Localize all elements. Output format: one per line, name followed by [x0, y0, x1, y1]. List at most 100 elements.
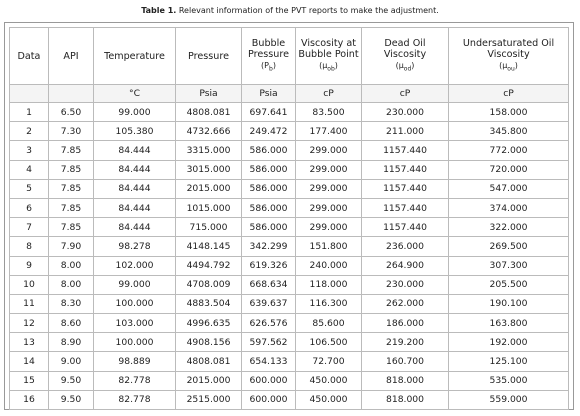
data-cell: 720.000: [448, 159, 569, 180]
data-cell: 14: [9, 351, 49, 372]
data-cell: 12: [9, 313, 49, 334]
units-row: °C Psia Psia cP cP cP: [9, 84, 569, 103]
data-cell: 3: [9, 140, 49, 161]
data-cell: 177.400: [295, 121, 362, 142]
data-cell: 4908.156: [175, 332, 242, 353]
data-cell: 100.000: [93, 332, 176, 353]
symbol-open: (μ: [319, 60, 328, 70]
column-header: Pressure: [175, 27, 242, 85]
data-row: 3 7.85 84.444 3315.000 586.000 299.000 1157.44…: [9, 140, 569, 161]
header-text: Data: [17, 50, 41, 62]
data-cell: 106.500: [295, 332, 362, 353]
data-cell: 818.000: [361, 370, 449, 391]
data-cell: 1157.440: [361, 140, 449, 161]
data-cell: 151.800: [295, 236, 362, 257]
table-head: Data API Temperature Pressure Bubble Pressur…: [9, 27, 569, 103]
data-cell: 299.000: [295, 159, 362, 180]
data-cell: 4708.009: [175, 274, 242, 295]
data-cell: 249.472: [241, 121, 296, 142]
data-cell: 102.000: [93, 255, 176, 276]
data-cell: 559.000: [448, 389, 569, 411]
data-cell: 82.778: [93, 389, 176, 411]
data-cell: 240.000: [295, 255, 362, 276]
data-cell: 72.700: [295, 351, 362, 372]
data-row: 1 6.50 99.000 4808.081 697.641 83.500 230.000 1…: [9, 101, 569, 123]
data-cell: 342.299: [241, 236, 296, 257]
table-caption: Table 1. Relevant information of the PVT…: [0, 6, 580, 15]
data-cell: 7.85: [48, 178, 94, 199]
data-cell: 236.000: [361, 236, 449, 257]
data-cell: 586.000: [241, 217, 296, 238]
header-symbol: (μob): [296, 60, 361, 75]
data-cell: 1157.440: [361, 178, 449, 199]
data-cell: 205.500: [448, 274, 569, 295]
data-row: 16 9.50 82.778 2515.000 600.000 450.000 818.00…: [9, 389, 569, 411]
data-cell: 818.000: [361, 389, 449, 411]
data-cell: 264.900: [361, 255, 449, 276]
data-cell: 186.000: [361, 313, 449, 334]
data-cell: 269.500: [448, 236, 569, 257]
data-cell: 163.800: [448, 313, 569, 334]
data-cell: 597.562: [241, 332, 296, 353]
data-cell: 84.444: [93, 197, 176, 219]
header-symbol: (μod): [362, 60, 448, 75]
data-cell: 586.000: [241, 197, 296, 219]
header-symbol: (μou): [449, 60, 568, 75]
data-cell: 450.000: [295, 370, 362, 391]
data-cell: 230.000: [361, 101, 449, 123]
data-cell: 4148.145: [175, 236, 242, 257]
data-cell: 8.60: [48, 313, 94, 334]
data-cell: 99.000: [93, 274, 176, 295]
data-cell: 103.000: [93, 313, 176, 334]
data-row: 10 8.00 99.000 4708.009 668.634 118.000 230.00…: [9, 274, 569, 295]
data-cell: 230.000: [361, 274, 449, 295]
data-cell: 8.30: [48, 293, 94, 315]
symbol-sub: ou: [507, 65, 515, 73]
data-row: 9 8.00 102.000 4494.792 619.326 240.000 264.90…: [9, 255, 569, 276]
data-cell: 626.576: [241, 313, 296, 334]
data-cell: 83.500: [295, 101, 362, 123]
data-cell: 9.00: [48, 351, 94, 372]
data-cell: 299.000: [295, 197, 362, 219]
data-cell: 299.000: [295, 140, 362, 161]
data-cell: 99.000: [93, 101, 176, 123]
table-body: 1 6.50 99.000 4808.081 697.641 83.500 230.000 1…: [9, 101, 569, 411]
data-cell: 619.326: [241, 255, 296, 276]
header-text: Temperature: [104, 50, 165, 62]
data-cell: 4996.635: [175, 313, 242, 334]
data-cell: 7.85: [48, 140, 94, 161]
data-cell: 299.000: [295, 178, 362, 199]
data-cell: 84.444: [93, 159, 176, 180]
data-cell: 8: [9, 236, 49, 257]
symbol-close: ): [272, 60, 276, 70]
data-cell: 1015.000: [175, 197, 242, 219]
data-cell: 98.278: [93, 236, 176, 257]
data-cell: 125.100: [448, 351, 569, 372]
data-cell: 3015.000: [175, 159, 242, 180]
data-cell: 1157.440: [361, 159, 449, 180]
data-cell: 668.634: [241, 274, 296, 295]
data-cell: 307.300: [448, 255, 569, 276]
data-cell: 322.000: [448, 217, 569, 238]
symbol-close: ): [411, 60, 415, 70]
data-cell: 1157.440: [361, 217, 449, 238]
symbol-sub: ob: [327, 65, 335, 73]
column-header: Viscosity at Bubble Point (μob): [295, 27, 362, 85]
data-row: 13 8.90 100.000 4908.156 597.562 106.500 219.2…: [9, 332, 569, 353]
data-row: 6 7.85 84.444 1015.000 586.000 299.000 1157.44…: [9, 197, 569, 219]
symbol-open: (μ: [499, 60, 508, 70]
data-cell: 2015.000: [175, 370, 242, 391]
data-cell: 9.50: [48, 370, 94, 391]
column-header: Data: [9, 27, 49, 85]
column-header: Bubble Pressure (Pb): [241, 27, 296, 85]
data-cell: 118.000: [295, 274, 362, 295]
data-cell: 7.85: [48, 197, 94, 219]
header-text: Pressure: [188, 50, 229, 62]
column-header: Undersaturated Oil Viscosity (μou): [448, 27, 569, 85]
data-cell: 10: [9, 274, 49, 295]
data-row: 14 9.00 98.889 4808.081 654.133 72.700 160.700…: [9, 351, 569, 372]
data-cell: 160.700: [361, 351, 449, 372]
symbol-close: ): [334, 60, 338, 70]
data-cell: 100.000: [93, 293, 176, 315]
data-cell: 345.800: [448, 121, 569, 142]
